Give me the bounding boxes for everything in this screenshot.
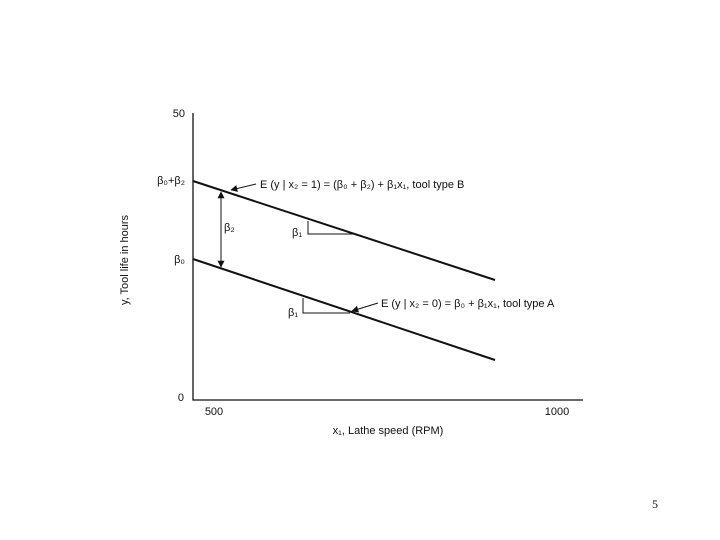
y-tick-label: β₀+β₂ [157,175,185,187]
gap-label: β₂ [224,222,235,234]
x-tick-label: 1000 [545,406,569,418]
line-label: E (y | x₂ = 0) = β₀ + β₁x₁, tool type A [381,298,555,310]
y-tick-label: 0 [178,392,184,404]
axes [192,113,583,401]
slope-triangle [302,298,350,314]
y-tick-label: 50 [173,108,185,120]
y-tick-label: β₀ [174,254,185,266]
slide-number: 5 [652,497,658,511]
line-b [192,180,496,281]
line-a [192,258,496,361]
callout-arrow [230,183,257,192]
figure: 50 β₀+β₂ β₀ 0 500 1000 x₁, Lathe speed (… [119,108,583,437]
x-axis-label: x₁, Lathe speed (RPM) [333,425,444,437]
callout-arrow [351,302,379,313]
line-label: E (y | x₂ = 1) = (β₀ + β₂) + β₁x₁, tool … [260,179,464,191]
slope-label: β₁ [292,227,302,239]
slope-label: β₁ [288,307,298,319]
x-tick-label: 500 [205,406,223,418]
slope-triangle [307,221,355,235]
y-axis-label: y, Tool life in hours [119,214,131,305]
